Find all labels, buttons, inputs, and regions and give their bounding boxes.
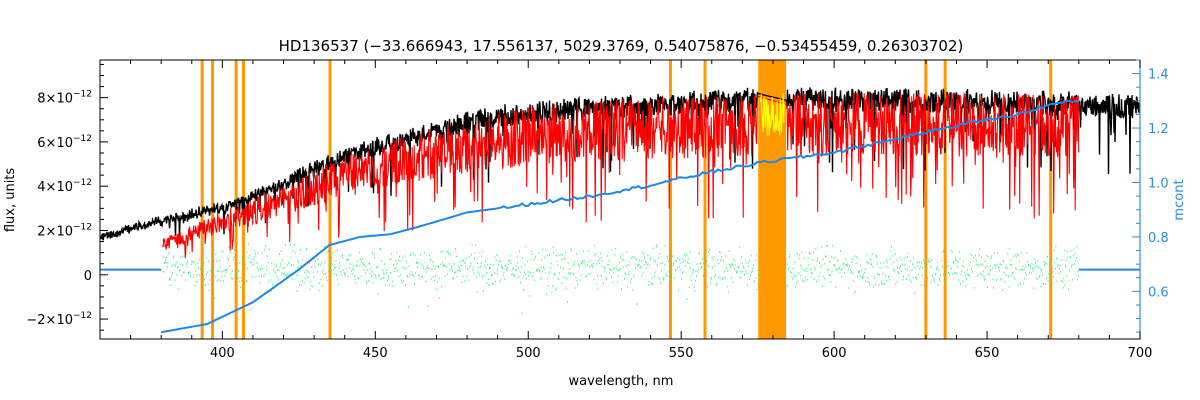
- y2-tick-label: 1.4: [1148, 68, 1169, 83]
- y-tick-label: 4×10−12: [37, 178, 92, 195]
- plot-area: [100, 60, 1140, 339]
- y-axis-label: flux, units: [3, 168, 18, 233]
- y-tick-label: 6×10−12: [37, 134, 92, 151]
- y-tick-label: 8×10−12: [37, 90, 92, 107]
- y2-axis-ticks: 0.6 0.8 1.0 1.2 1.4: [1132, 59, 1169, 333]
- chart-title: HD136537 (−33.666943, 17.556137, 5029.37…: [279, 37, 964, 55]
- x-tick-label: 400: [210, 346, 235, 361]
- y-tick-label: 0: [84, 269, 92, 284]
- residual-points: [162, 243, 1080, 314]
- continuum-curve: [100, 99, 1140, 334]
- x-tick-label: 650: [975, 346, 1000, 361]
- y2-tick-label: 0.8: [1148, 231, 1169, 246]
- y2-tick-label: 0.6: [1148, 285, 1169, 300]
- x-tick-label: 550: [669, 346, 694, 361]
- y2-tick-label: 1.0: [1148, 176, 1169, 191]
- residual-scatter: [162, 243, 1080, 314]
- continuum-line: [161, 99, 1080, 334]
- x-axis-label: wavelength, nm: [569, 374, 674, 389]
- x-axis-ticks: 400 450 500 550 600 650 700: [99, 60, 1153, 361]
- x-tick-label: 700: [1128, 346, 1153, 361]
- y-tick-label: −2×10−12: [26, 311, 92, 328]
- x-tick-label: 600: [822, 346, 847, 361]
- x-tick-label: 450: [363, 346, 388, 361]
- x-tick-label: 500: [516, 346, 541, 361]
- y-tick-label: 2×10−12: [37, 223, 92, 240]
- y2-tick-label: 1.2: [1148, 122, 1169, 137]
- model-flux-line: [162, 91, 1080, 258]
- model-spectrum: [162, 91, 1080, 258]
- y2-axis-label: mcont: [1172, 179, 1187, 220]
- masked-model-line: [760, 93, 785, 136]
- y-axis-ticks: −2×10−12 0 2×10−12 4×10−12 6×10−12 8×10−12: [26, 63, 108, 331]
